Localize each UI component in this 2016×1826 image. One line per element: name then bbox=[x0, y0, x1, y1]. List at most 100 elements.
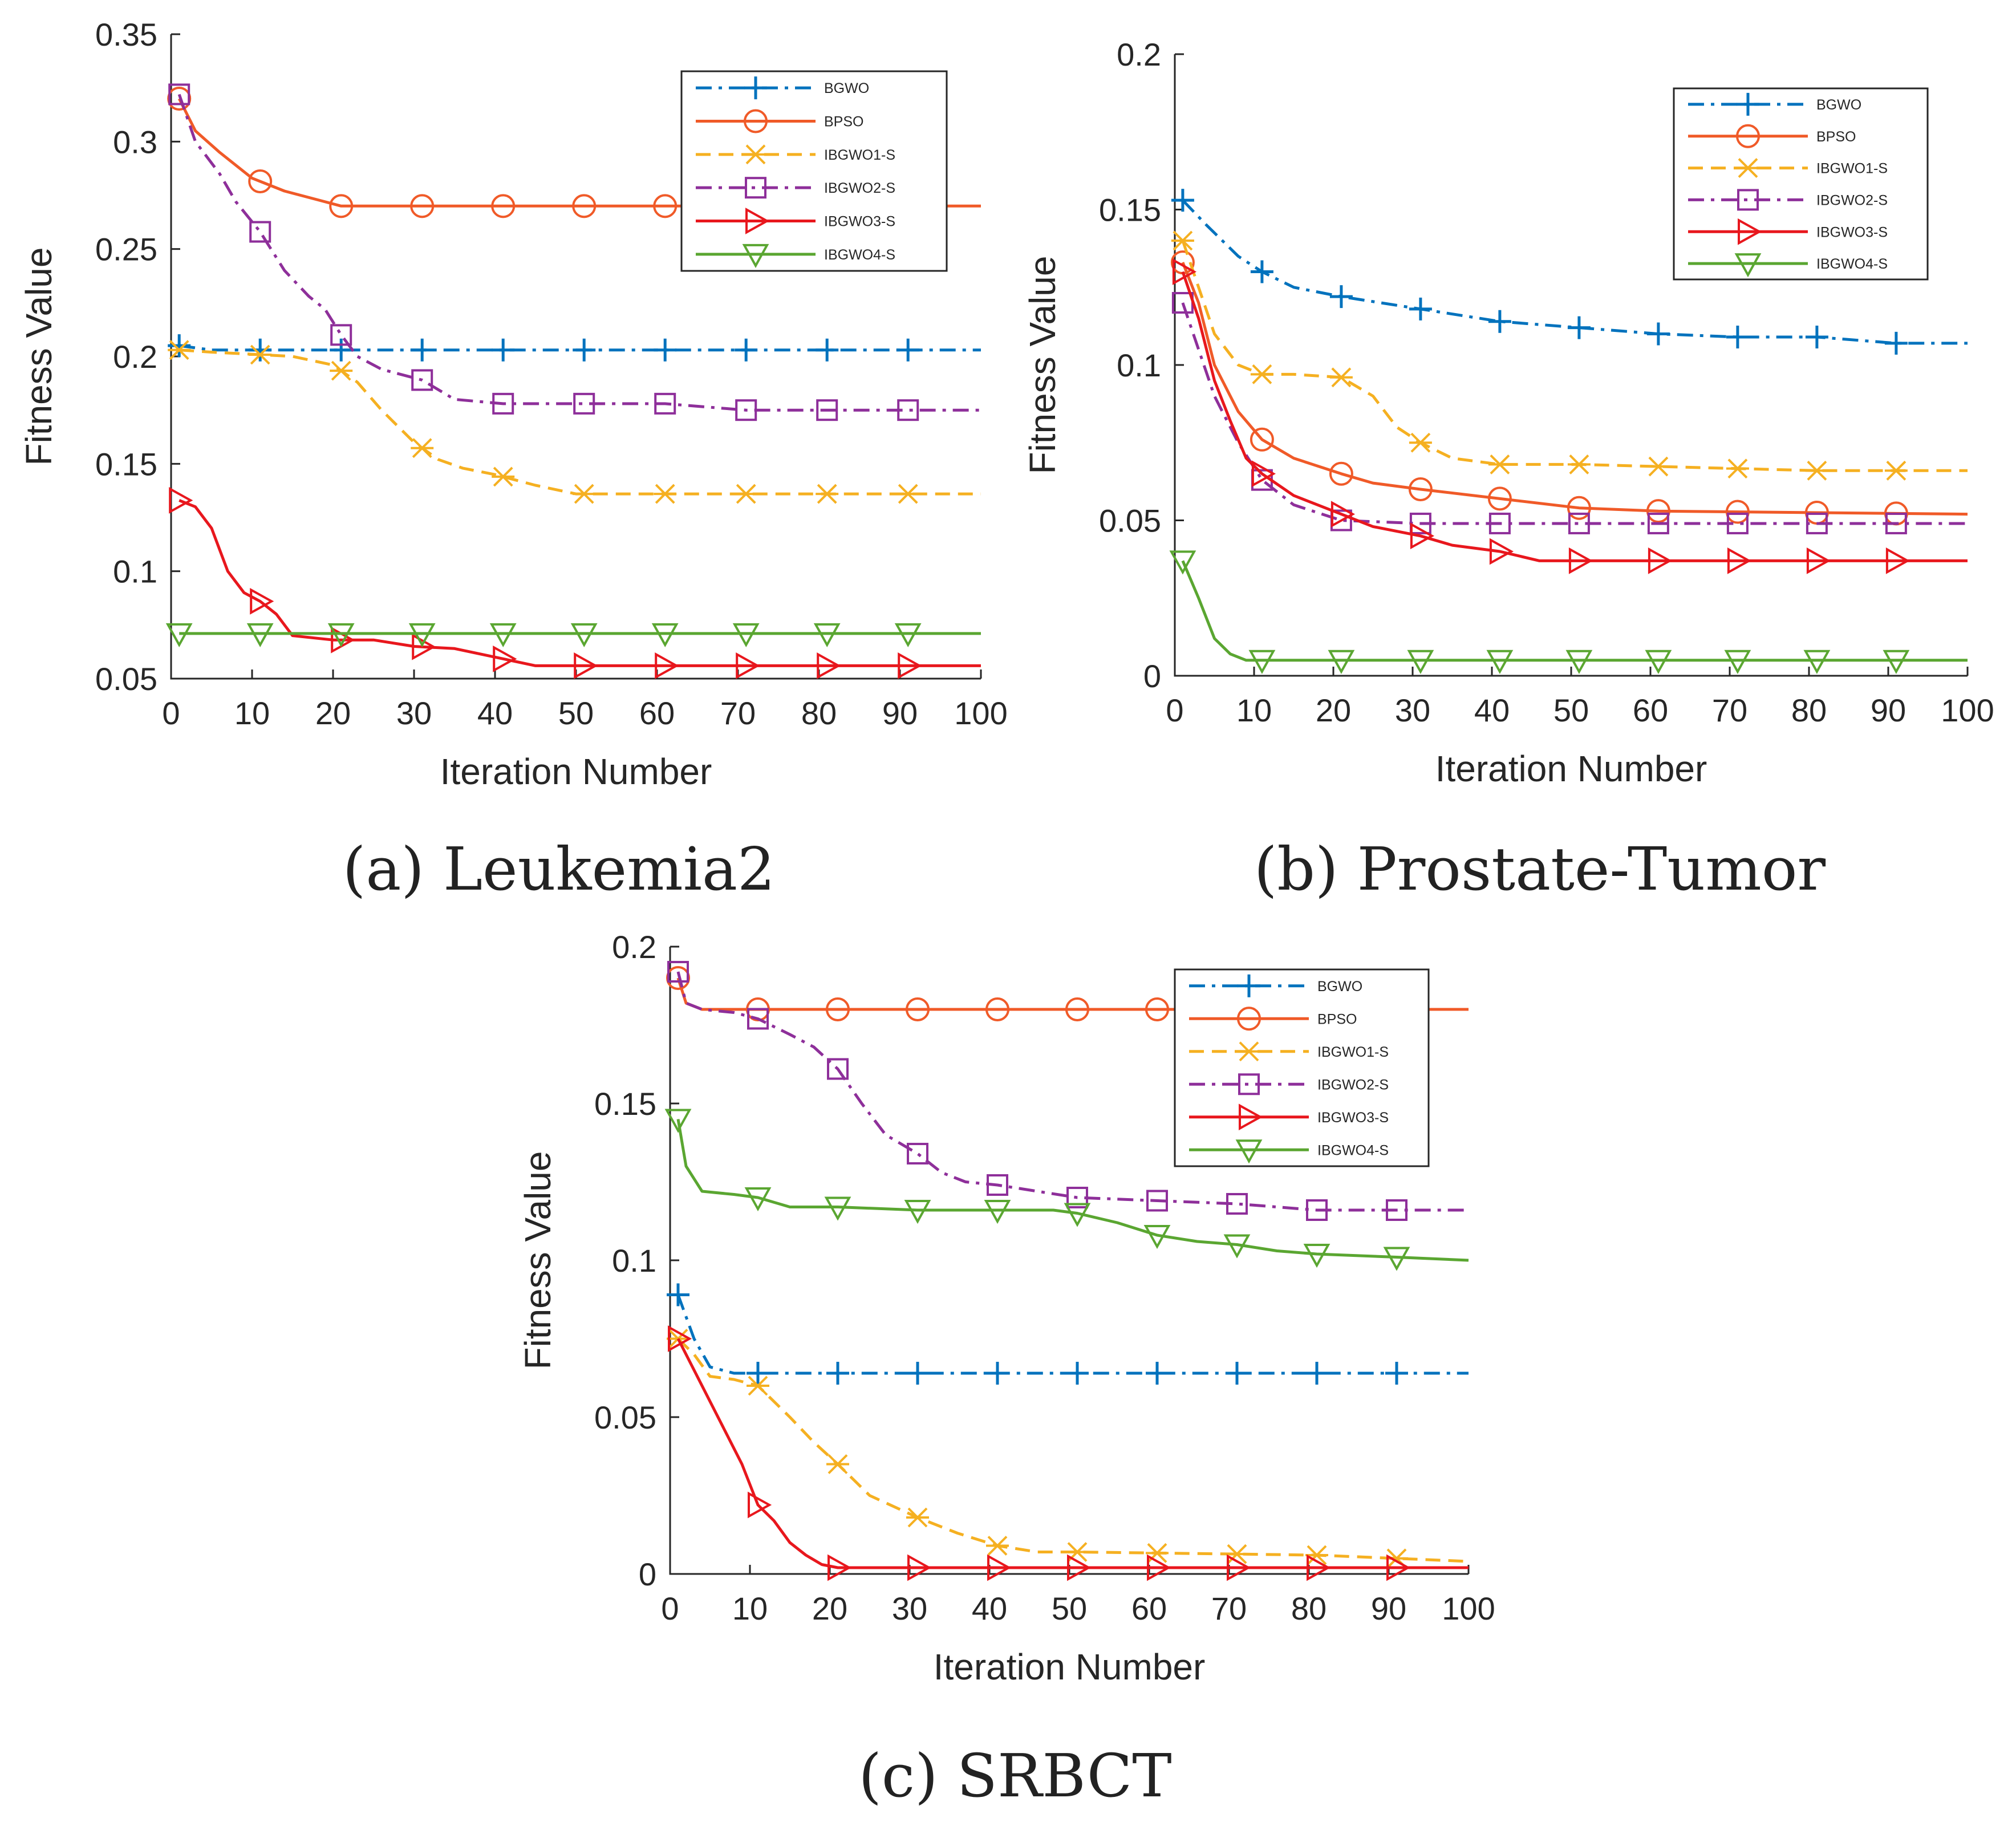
data-point-ibgwo2-s bbox=[249, 221, 271, 243]
data-point-ibgwo3-s bbox=[1227, 1554, 1251, 1581]
data-point-ibgwo4-s bbox=[1064, 1203, 1091, 1227]
data-point-bgwo bbox=[1567, 316, 1591, 339]
x-tick-label: 30 bbox=[892, 1590, 927, 1626]
data-point-ibgwo2-s bbox=[897, 399, 919, 421]
data-point-ibgwo4-s bbox=[744, 1187, 772, 1212]
legend-box bbox=[680, 70, 948, 272]
x-tick-label: 50 bbox=[1052, 1590, 1087, 1626]
data-point-ibgwo1-s bbox=[1250, 364, 1273, 384]
x-tick-label: 30 bbox=[1395, 692, 1430, 728]
legend-marker-ibgwo4-s bbox=[1734, 253, 1762, 278]
x-tick-label: 70 bbox=[1712, 692, 1747, 728]
series-ibgwo4-s bbox=[1169, 550, 1968, 674]
y-axis-label: Fitness Value bbox=[18, 247, 59, 466]
data-point-ibgwo2-s bbox=[1306, 1199, 1328, 1221]
data-point-bgwo bbox=[249, 338, 272, 362]
legend-label-ibgwo1-s: IBGWO1-S bbox=[1317, 1044, 1389, 1060]
x-tick-label: 40 bbox=[477, 695, 513, 731]
data-point-ibgwo2-s bbox=[573, 392, 595, 415]
data-point-bpso bbox=[1329, 461, 1353, 486]
data-point-ibgwo3-s bbox=[1251, 460, 1276, 488]
data-point-ibgwo3-s bbox=[493, 645, 517, 672]
legend-label-bpso: BPSO bbox=[824, 114, 863, 130]
x-tick-label: 20 bbox=[315, 695, 351, 731]
series-ibgwo1-s bbox=[168, 340, 981, 504]
data-point-ibgwo1-s bbox=[573, 484, 596, 504]
data-point-bpso bbox=[1646, 499, 1670, 524]
data-point-ibgwo2-s bbox=[987, 1174, 1008, 1196]
data-point-ibgwo4-s bbox=[1803, 650, 1831, 674]
x-tick-label: 40 bbox=[972, 1590, 1007, 1626]
data-point-ibgwo3-s bbox=[1568, 547, 1593, 574]
data-point-ibgwo3-s bbox=[1307, 1554, 1331, 1581]
caption-c: (c) SRBCT bbox=[858, 1741, 1171, 1811]
x-tick-label: 90 bbox=[1371, 1590, 1406, 1626]
data-point-ibgwo3-s bbox=[736, 652, 760, 679]
x-tick-label: 80 bbox=[1791, 692, 1827, 728]
data-point-ibgwo1-s bbox=[1567, 454, 1591, 474]
data-point-bgwo bbox=[1329, 285, 1353, 309]
chart-panel-leukemia2: (a) Leukemia2 0 10 20 30 40 50 60 70 80 90 100 0.05… bbox=[18, 17, 1008, 904]
data-point-ibgwo3-s bbox=[250, 588, 274, 615]
y-tick-label: 0.05 bbox=[594, 1399, 656, 1435]
y-tick-label: 0.1 bbox=[612, 1243, 656, 1279]
legend-label-bpso: BPSO bbox=[1317, 1011, 1357, 1027]
data-point-ibgwo1-s bbox=[411, 438, 434, 458]
series-line-ibgwo3-s bbox=[676, 1338, 1469, 1569]
x-tick-label: 30 bbox=[396, 695, 432, 731]
data-point-bgwo bbox=[1488, 310, 1511, 333]
data-point-ibgwo1-s bbox=[1805, 460, 1828, 481]
x-tick-label: 0 bbox=[661, 1590, 679, 1626]
x-axis-label: Iteration Number bbox=[440, 751, 712, 792]
legend-label-ibgwo4-s: IBGWO4-S bbox=[1317, 1142, 1389, 1158]
x-tick-label: 10 bbox=[732, 1590, 768, 1626]
data-point-bpso bbox=[1145, 997, 1169, 1021]
data-point-ibgwo2-s bbox=[1726, 512, 1749, 534]
y-tick-label: 0.35 bbox=[95, 17, 157, 52]
data-point-ibgwo2-s bbox=[1226, 1193, 1248, 1215]
legend-marker-ibgwo4-s bbox=[742, 244, 769, 268]
data-point-ibgwo2-s bbox=[330, 324, 352, 346]
data-point-bgwo bbox=[1646, 322, 1670, 346]
series-line-ibgwo2-s bbox=[676, 971, 1469, 1212]
data-point-bgwo bbox=[1226, 1362, 1248, 1385]
data-point-ibgwo1-s bbox=[1884, 460, 1908, 481]
legend-label-ibgwo1-s: IBGWO1-S bbox=[1816, 161, 1888, 177]
data-point-ibgwo4-s bbox=[664, 1109, 692, 1133]
data-point-bgwo bbox=[492, 338, 515, 362]
data-point-bgwo bbox=[1805, 325, 1828, 348]
data-point-ibgwo4-s bbox=[1223, 1234, 1251, 1259]
series-ibgwo2-s bbox=[168, 83, 981, 421]
x-tick-label: 90 bbox=[1871, 692, 1906, 728]
data-point-ibgwo2-s bbox=[1146, 1190, 1168, 1212]
x-tick-label: 70 bbox=[720, 695, 756, 731]
legend-label-ibgwo3-s: IBGWO3-S bbox=[824, 214, 895, 230]
data-point-bpso bbox=[1250, 427, 1274, 452]
series-line-ibgwo3-s bbox=[179, 499, 981, 667]
x-tick-label: 100 bbox=[1941, 692, 1994, 728]
data-point-ibgwo1-s bbox=[747, 1375, 769, 1396]
data-point-ibgwo3-s bbox=[1885, 547, 1910, 574]
data-point-ibgwo2-s bbox=[168, 83, 190, 105]
legend-box bbox=[1174, 968, 1430, 1167]
data-point-ibgwo1-s bbox=[1488, 454, 1511, 474]
series-ibgwo3-s bbox=[1172, 258, 1968, 574]
data-point-ibgwo3-s bbox=[1648, 547, 1673, 574]
series-line-ibgwo4-s bbox=[676, 1119, 1469, 1262]
series-line-ibgwo2-s bbox=[1181, 302, 1968, 525]
series-line-bpso bbox=[1181, 262, 1968, 516]
series-ibgwo4-s bbox=[165, 623, 981, 648]
data-point-ibgwo2-s bbox=[654, 392, 676, 415]
legend-label-bgwo: BGWO bbox=[1816, 97, 1861, 113]
data-point-bpso bbox=[491, 194, 516, 218]
data-point-ibgwo1-s bbox=[986, 1536, 1009, 1556]
data-point-ibgwo3-s bbox=[1806, 547, 1831, 574]
data-point-ibgwo4-s bbox=[824, 1196, 851, 1221]
data-point-ibgwo3-s bbox=[1410, 522, 1435, 550]
x-tick-label: 90 bbox=[882, 695, 918, 731]
data-point-ibgwo1-s bbox=[897, 484, 920, 504]
legend: BGWO BPSO IBGWO1-S IBGWO2-S IBGWO3-S IBGWO4-S bbox=[1174, 968, 1430, 1167]
legend-marker-bpso bbox=[1237, 1007, 1261, 1031]
data-point-ibgwo3-s bbox=[655, 652, 679, 679]
